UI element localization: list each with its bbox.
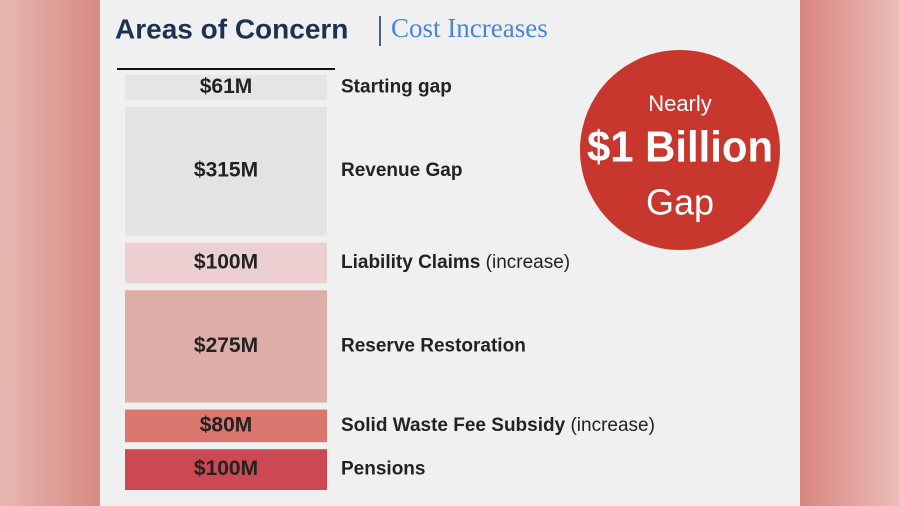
category-label: Revenue Gap bbox=[341, 160, 462, 181]
category-name: Solid Waste Fee Subsidy bbox=[341, 415, 566, 436]
category-label: Solid Waste Fee Subsidy (increase) bbox=[341, 415, 655, 436]
block bbox=[125, 106, 327, 236]
block bbox=[125, 290, 327, 403]
value-label: $100M bbox=[194, 457, 258, 480]
value-label: $80M bbox=[200, 413, 253, 436]
category-name: Pensions bbox=[341, 459, 425, 480]
category-label: Pensions bbox=[341, 459, 425, 480]
category-name: Reserve Restoration bbox=[341, 335, 526, 356]
category-label: Starting gap bbox=[341, 76, 452, 97]
gap-badge bbox=[580, 50, 780, 250]
blurred-left bbox=[0, 0, 100, 506]
title: Areas of Concern bbox=[115, 13, 348, 44]
subtitle: Cost Increases bbox=[391, 13, 548, 43]
badge-headline: $1 Billion bbox=[587, 123, 773, 172]
value-label: $315M bbox=[194, 159, 258, 182]
category-name: Liability Claims bbox=[341, 252, 480, 273]
category-note: (increase) bbox=[486, 252, 570, 273]
category-name: Revenue Gap bbox=[341, 160, 462, 181]
category-note: (increase) bbox=[570, 415, 654, 436]
badge-text: Nearly bbox=[648, 91, 712, 116]
value-label: $275M bbox=[194, 334, 258, 357]
category-label: Liability Claims (increase) bbox=[341, 252, 570, 273]
block bbox=[125, 449, 327, 490]
blurred-right bbox=[800, 0, 899, 506]
badge-text: Gap bbox=[646, 182, 714, 223]
block bbox=[125, 75, 327, 100]
category-name: Starting gap bbox=[341, 76, 452, 97]
value-label: $100M bbox=[194, 250, 258, 273]
block bbox=[125, 242, 327, 284]
category-label: Reserve Restoration bbox=[341, 335, 526, 356]
block bbox=[125, 409, 327, 443]
value-label: $61M bbox=[200, 75, 253, 98]
